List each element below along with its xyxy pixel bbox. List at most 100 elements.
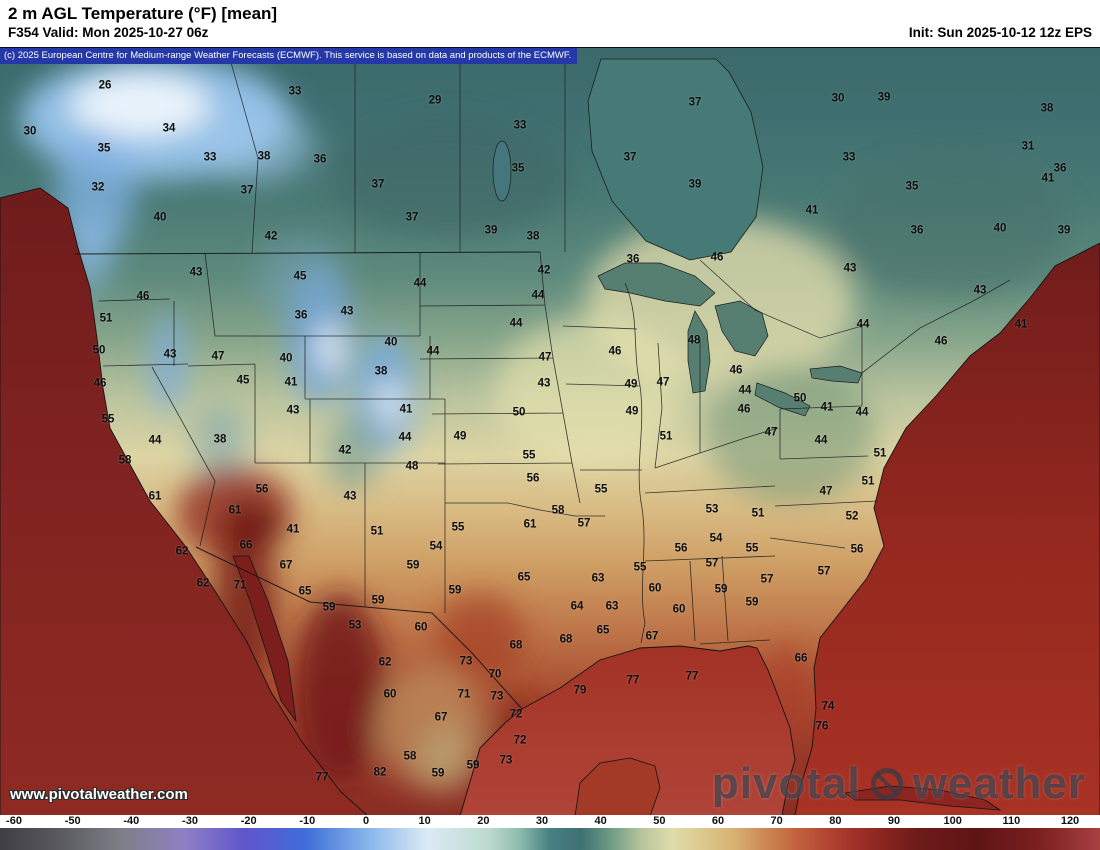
temp-label: 72 bbox=[509, 708, 523, 721]
colorbar-tick-labels: -60 -50 -40 -30 -20 -10 0 10 20 30 40 50 60 70 80 90 100… bbox=[0, 815, 1100, 828]
temp-label: 33 bbox=[203, 151, 217, 164]
temperature-labels: 26 33 29 37 30 39 38 30 34 35 33 38 36 33 35 37 33 31 36 32… bbox=[0, 48, 1100, 815]
temp-label: 38 bbox=[213, 433, 227, 446]
temp-label: 55 bbox=[451, 521, 465, 534]
temp-label: 51 bbox=[659, 430, 673, 443]
temp-label: 63 bbox=[591, 572, 605, 585]
colorbar-tick: 90 bbox=[887, 815, 901, 827]
temp-label: 42 bbox=[264, 230, 278, 243]
temp-label: 39 bbox=[688, 178, 702, 191]
temp-label: 32 bbox=[91, 181, 105, 194]
colorbar-tick: -20 bbox=[240, 815, 257, 827]
temp-label: 50 bbox=[512, 406, 526, 419]
temp-label: 46 bbox=[608, 345, 622, 358]
temp-label: 59 bbox=[466, 759, 480, 772]
temp-label: 60 bbox=[672, 603, 686, 616]
temp-label: 59 bbox=[745, 596, 759, 609]
temp-label: 49 bbox=[625, 405, 639, 418]
temp-label: 59 bbox=[448, 584, 462, 597]
temp-label: 46 bbox=[136, 290, 150, 303]
temp-label: 43 bbox=[286, 404, 300, 417]
temp-label: 76 bbox=[815, 720, 829, 733]
temp-label: 43 bbox=[537, 377, 551, 390]
temp-label: 40 bbox=[279, 352, 293, 365]
temp-label: 51 bbox=[370, 525, 384, 538]
colorbar-tick: 110 bbox=[1002, 815, 1021, 827]
temp-label: 47 bbox=[211, 350, 225, 363]
colorbar-tick: 120 bbox=[1060, 815, 1080, 827]
temp-label: 57 bbox=[705, 557, 719, 570]
temp-label: 35 bbox=[97, 142, 111, 155]
temp-label: 44 bbox=[413, 277, 427, 290]
pivotal-weather-logo-icon bbox=[870, 768, 903, 800]
temp-label: 56 bbox=[674, 542, 688, 555]
colorbar-tick: 30 bbox=[535, 815, 549, 827]
temp-label: 51 bbox=[873, 447, 887, 460]
temp-label: 41 bbox=[1014, 318, 1028, 331]
temp-label: 67 bbox=[645, 630, 659, 643]
temp-label: 50 bbox=[92, 344, 106, 357]
temp-label: 51 bbox=[861, 475, 875, 488]
lake-winnipeg bbox=[492, 140, 512, 202]
temp-label: 58 bbox=[403, 750, 417, 763]
temp-label: 60 bbox=[383, 688, 397, 701]
temp-label: 47 bbox=[656, 376, 670, 389]
temp-label: 42 bbox=[537, 264, 551, 277]
forecast-time-row: F354 Valid: Mon 2025-10-27 06z Init: Sun… bbox=[0, 24, 1100, 40]
temp-label: 36 bbox=[313, 153, 327, 166]
temp-label: 44 bbox=[531, 289, 545, 302]
temp-label: 39 bbox=[1057, 224, 1071, 237]
temp-label: 53 bbox=[705, 503, 719, 516]
temp-label: 44 bbox=[398, 431, 412, 444]
temp-label: 71 bbox=[233, 579, 247, 592]
temp-label: 54 bbox=[709, 532, 723, 545]
temp-label: 59 bbox=[371, 594, 385, 607]
temp-label: 77 bbox=[626, 674, 640, 687]
colorbar-tick: 50 bbox=[653, 815, 666, 827]
temp-label: 41 bbox=[286, 523, 300, 536]
great-lakes bbox=[597, 262, 863, 417]
temp-label: 73 bbox=[499, 754, 513, 767]
temp-label: 74 bbox=[821, 700, 835, 713]
temp-label: 55 bbox=[745, 542, 759, 555]
temp-label: 38 bbox=[257, 150, 271, 163]
atlantic-ocean bbox=[794, 242, 1100, 815]
temp-label: 82 bbox=[373, 766, 387, 779]
temp-label: 79 bbox=[573, 684, 587, 697]
temp-label: 59 bbox=[322, 601, 336, 614]
temperature-field-blobs bbox=[20, 56, 1070, 798]
temp-label: 56 bbox=[255, 483, 269, 496]
temp-label: 44 bbox=[855, 406, 869, 419]
temp-label: 37 bbox=[371, 178, 385, 191]
temp-label: 44 bbox=[738, 384, 752, 397]
temp-label: 65 bbox=[298, 585, 312, 598]
colorbar-tick: 80 bbox=[829, 815, 842, 827]
temp-label: 73 bbox=[490, 690, 504, 703]
temp-label: 43 bbox=[189, 266, 203, 279]
temp-label: 53 bbox=[348, 619, 362, 632]
temp-label: 62 bbox=[378, 656, 392, 669]
temp-label: 45 bbox=[293, 270, 307, 283]
gulf-of-mexico bbox=[459, 645, 796, 815]
init-time-label: Init: Sun 2025-10-12 12z EPS bbox=[908, 25, 1092, 40]
temp-label: 40 bbox=[153, 211, 167, 224]
colorbar-tick: 10 bbox=[418, 815, 431, 827]
temp-label: 37 bbox=[688, 96, 702, 109]
colorbar-tick: 20 bbox=[477, 815, 490, 827]
temp-label: 37 bbox=[623, 151, 637, 164]
temp-label: 58 bbox=[118, 454, 132, 467]
temp-label: 39 bbox=[877, 91, 891, 104]
temp-label: 57 bbox=[577, 517, 591, 530]
temp-label: 29 bbox=[428, 94, 442, 107]
temp-label: 55 bbox=[522, 449, 536, 462]
temp-label: 30 bbox=[23, 125, 37, 138]
temp-label: 49 bbox=[453, 430, 467, 443]
temp-label: 43 bbox=[343, 490, 357, 503]
province-borders bbox=[229, 58, 1011, 374]
temp-label: 57 bbox=[817, 565, 831, 578]
page-title: 2 m AGL Temperature (°F) [mean] bbox=[8, 4, 278, 23]
temp-label: 64 bbox=[570, 600, 584, 613]
logo-text-pivotal: pivotal bbox=[711, 759, 861, 808]
temp-label: 49 bbox=[624, 378, 638, 391]
national-borders bbox=[74, 251, 541, 710]
